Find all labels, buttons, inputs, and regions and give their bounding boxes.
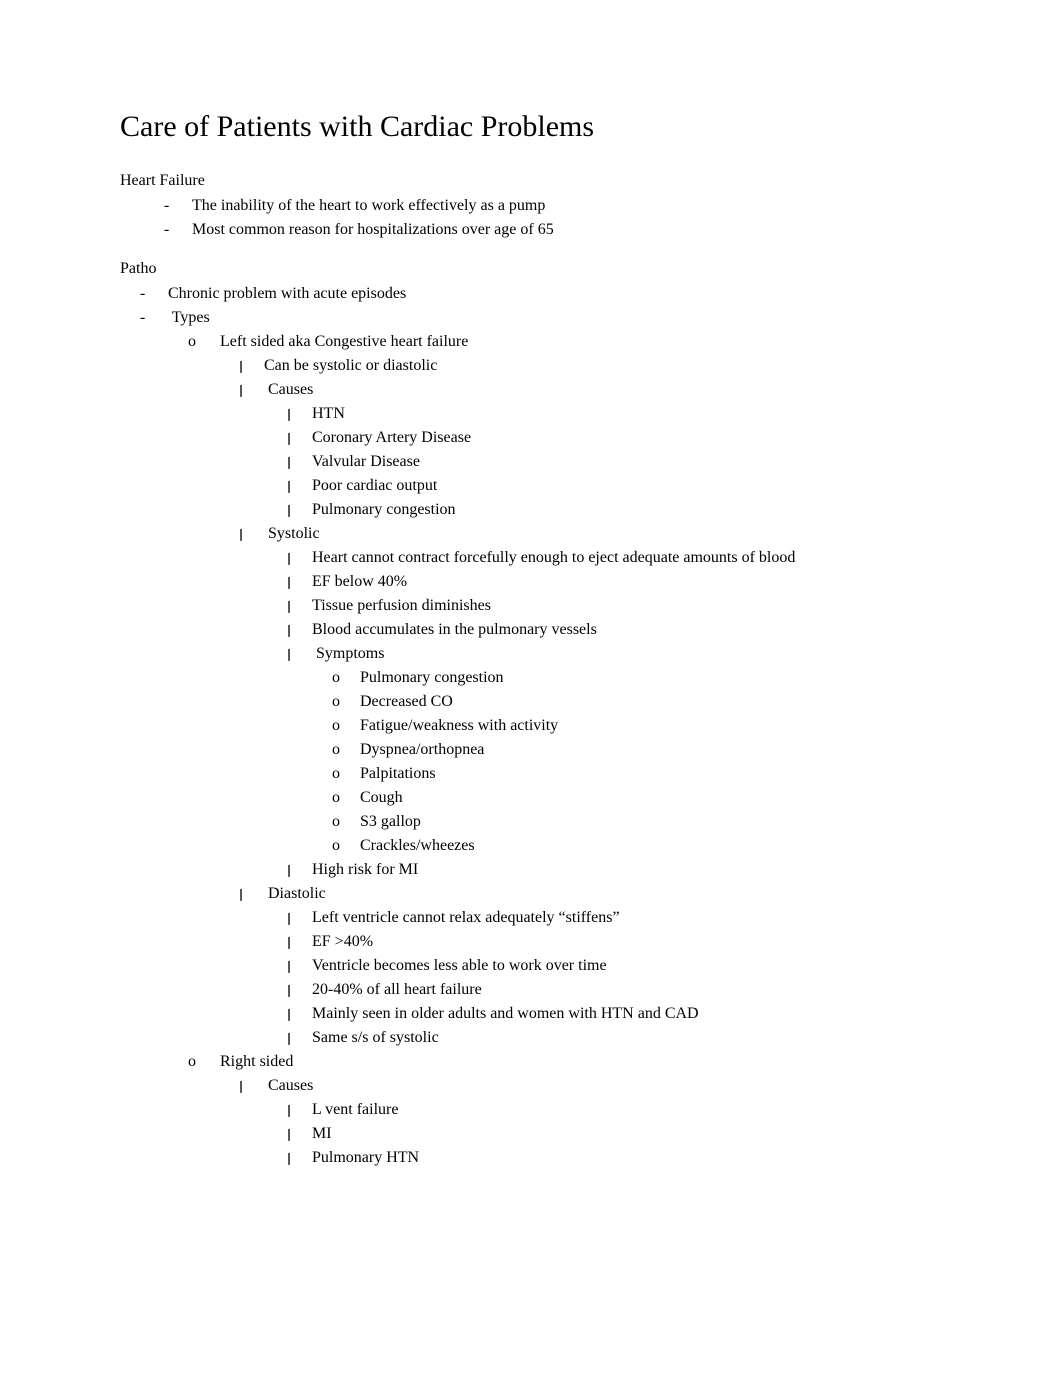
list-item: Left sided aka Congestive heart failure … xyxy=(216,330,942,1050)
list-item: Types Left sided aka Congestive heart fa… xyxy=(168,306,942,1170)
heart-failure-heading: Heart Failure xyxy=(120,172,942,190)
types-list: Left sided aka Congestive heart failure … xyxy=(168,330,942,1170)
list-item: Coronary Artery Disease xyxy=(312,426,942,450)
list-item: Causes HTN Coronary Artery Disease Valvu… xyxy=(264,378,942,522)
list-item: L vent failure xyxy=(312,1098,942,1122)
left-sided-label: Left sided aka Congestive heart failure xyxy=(220,333,468,350)
patho-heading: Patho xyxy=(120,260,942,278)
symptoms-list: Pulmonary congestion Decreased CO Fatigu… xyxy=(312,666,942,858)
list-item: Cough xyxy=(360,786,942,810)
list-item: S3 gallop xyxy=(360,810,942,834)
list-item: High risk for MI xyxy=(312,858,942,882)
patho-section: Patho Chronic problem with acute episode… xyxy=(120,260,942,1170)
list-item: Fatigue/weakness with activity xyxy=(360,714,942,738)
list-item: Ventricle becomes less able to work over… xyxy=(312,954,942,978)
list-item: Palpitations xyxy=(360,762,942,786)
list-item: Dyspnea/orthopnea xyxy=(360,738,942,762)
right-causes-list: L vent failure MI Pulmonary HTN xyxy=(264,1098,942,1170)
list-item: Chronic problem with acute episodes xyxy=(168,282,942,306)
list-item: Blood accumulates in the pulmonary vesse… xyxy=(312,618,942,642)
list-item: Poor cardiac output xyxy=(312,474,942,498)
list-item: Pulmonary HTN xyxy=(312,1146,942,1170)
diastolic-label: Diastolic xyxy=(268,885,326,902)
list-item: Tissue perfusion diminishes xyxy=(312,594,942,618)
list-item: Same s/s of systolic xyxy=(312,1026,942,1050)
diastolic-list: Left ventricle cannot relax adequately “… xyxy=(264,906,942,1050)
left-causes-list: HTN Coronary Artery Disease Valvular Dis… xyxy=(264,402,942,522)
list-item: MI xyxy=(312,1122,942,1146)
patho-list: Chronic problem with acute episodes Type… xyxy=(120,282,942,1170)
left-sided-list: Can be systolic or diastolic Causes HTN … xyxy=(216,354,942,1050)
list-item: Left ventricle cannot relax adequately “… xyxy=(312,906,942,930)
heart-failure-section: Heart Failure The inability of the heart… xyxy=(120,172,942,242)
list-item: Pulmonary congestion xyxy=(360,666,942,690)
systolic-list: Heart cannot contract forcefully enough … xyxy=(264,546,942,882)
list-item: Causes L vent failure MI Pulmonary HTN xyxy=(264,1074,942,1170)
list-item: Can be systolic or diastolic xyxy=(264,354,942,378)
list-item: Systolic Heart cannot contract forcefull… xyxy=(264,522,942,882)
right-sided-label: Right sided xyxy=(220,1053,293,1070)
list-item: Right sided Causes L vent failure MI Pul… xyxy=(216,1050,942,1170)
list-item: Decreased CO xyxy=(360,690,942,714)
list-item: The inability of the heart to work effec… xyxy=(192,194,942,218)
types-label: Types xyxy=(172,309,210,326)
list-item: Most common reason for hospitalizations … xyxy=(192,218,942,242)
list-item: Pulmonary congestion xyxy=(312,498,942,522)
right-causes-label: Causes xyxy=(268,1077,313,1094)
list-item: Diastolic Left ventricle cannot relax ad… xyxy=(264,882,942,1050)
heart-failure-list: The inability of the heart to work effec… xyxy=(120,194,942,242)
list-item: Symptoms Pulmonary congestion Decreased … xyxy=(312,642,942,858)
list-item: Valvular Disease xyxy=(312,450,942,474)
list-item: Crackles/wheezes xyxy=(360,834,942,858)
list-item: Mainly seen in older adults and women wi… xyxy=(312,1002,942,1026)
list-item: 20-40% of all heart failure xyxy=(312,978,942,1002)
right-sided-list: Causes L vent failure MI Pulmonary HTN xyxy=(216,1074,942,1170)
list-item: EF >40% xyxy=(312,930,942,954)
symptoms-label: Symptoms xyxy=(316,645,384,662)
systolic-label: Systolic xyxy=(268,525,320,542)
list-item: EF below 40% xyxy=(312,570,942,594)
page-title: Care of Patients with Cardiac Problems xyxy=(120,110,942,144)
list-item: HTN xyxy=(312,402,942,426)
causes-label: Causes xyxy=(268,381,313,398)
list-item: Heart cannot contract forcefully enough … xyxy=(312,546,942,570)
